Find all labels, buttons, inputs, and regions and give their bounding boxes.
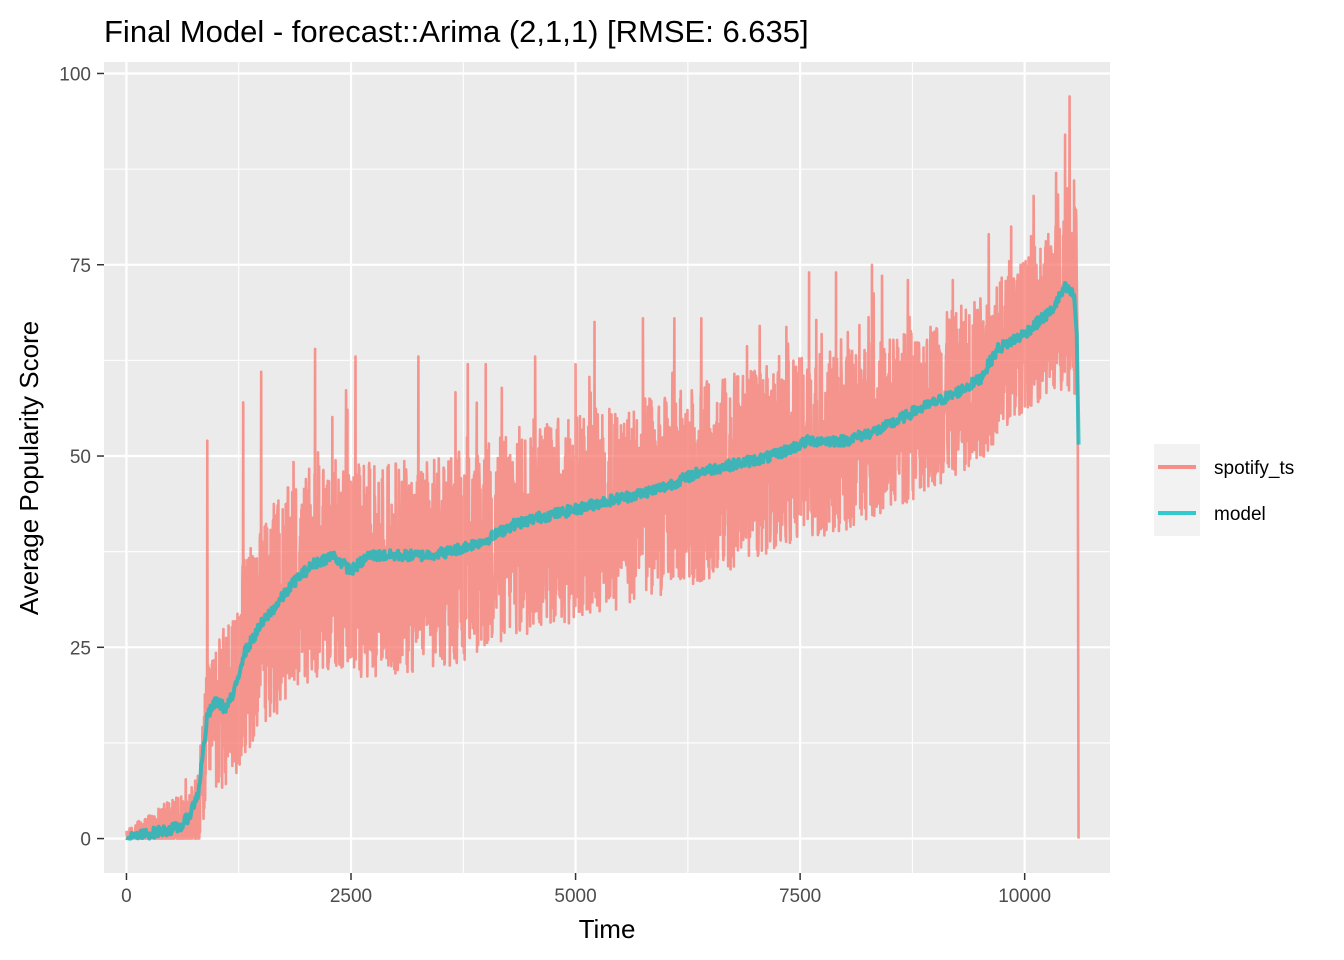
y-tick-label: 25 <box>70 638 91 659</box>
legend-label-model: model <box>1214 504 1266 525</box>
chart-title: Final Model - forecast::Arima (2,1,1) [R… <box>104 14 809 49</box>
y-tick-label: 75 <box>70 256 91 277</box>
major-gridlines <box>104 62 1110 873</box>
x-tick-label: 5000 <box>554 886 596 907</box>
legend-label-spotify-ts: spotify_ts <box>1214 458 1294 479</box>
x-tick-label: 10000 <box>998 886 1051 907</box>
legend-key-background <box>1154 444 1200 536</box>
plot-panel <box>104 62 1110 873</box>
x-tick-label: 0 <box>121 886 132 907</box>
x-tick-label: 7500 <box>779 886 821 907</box>
y-axis: 0 25 50 75 100 <box>59 64 104 851</box>
x-axis-title: Time <box>579 914 636 944</box>
y-tick-label: 50 <box>70 447 91 468</box>
y-tick-label: 0 <box>80 830 91 851</box>
series-line-model <box>125 281 1081 841</box>
x-tick-label: 2500 <box>330 886 372 907</box>
y-axis-title: Average Popularity Score <box>14 321 44 615</box>
series-layer <box>125 95 1081 841</box>
y-tick-label: 100 <box>59 64 91 85</box>
x-axis: 0 2500 5000 7500 10000 <box>121 873 1051 907</box>
